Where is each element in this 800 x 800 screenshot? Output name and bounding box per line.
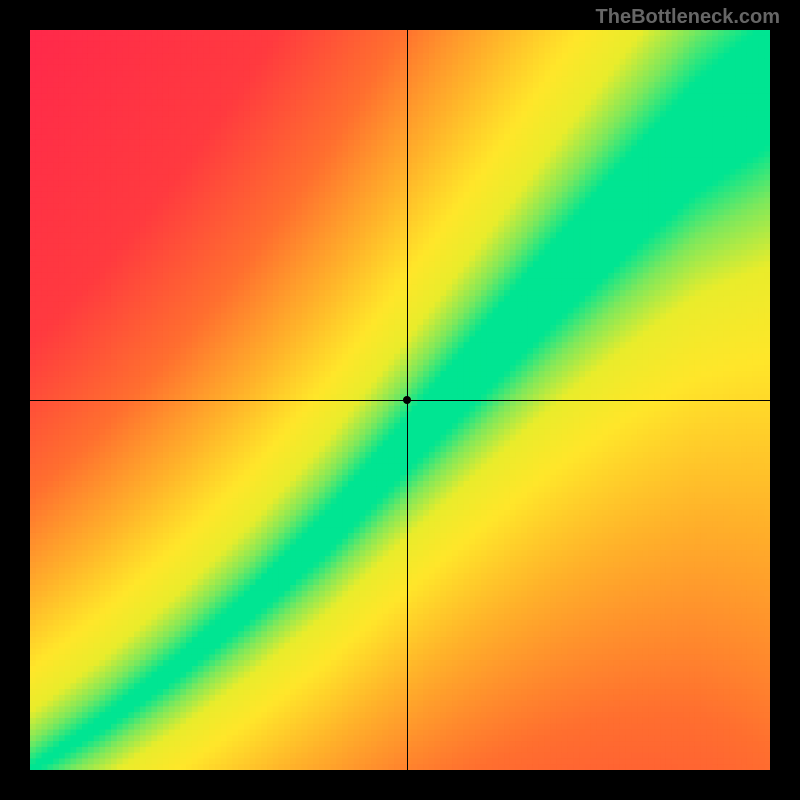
chart-container: TheBottleneck.com — [0, 0, 800, 800]
crosshair-horizontal — [30, 400, 770, 401]
crosshair-dot — [403, 396, 411, 404]
watermark-text: TheBottleneck.com — [596, 6, 780, 29]
